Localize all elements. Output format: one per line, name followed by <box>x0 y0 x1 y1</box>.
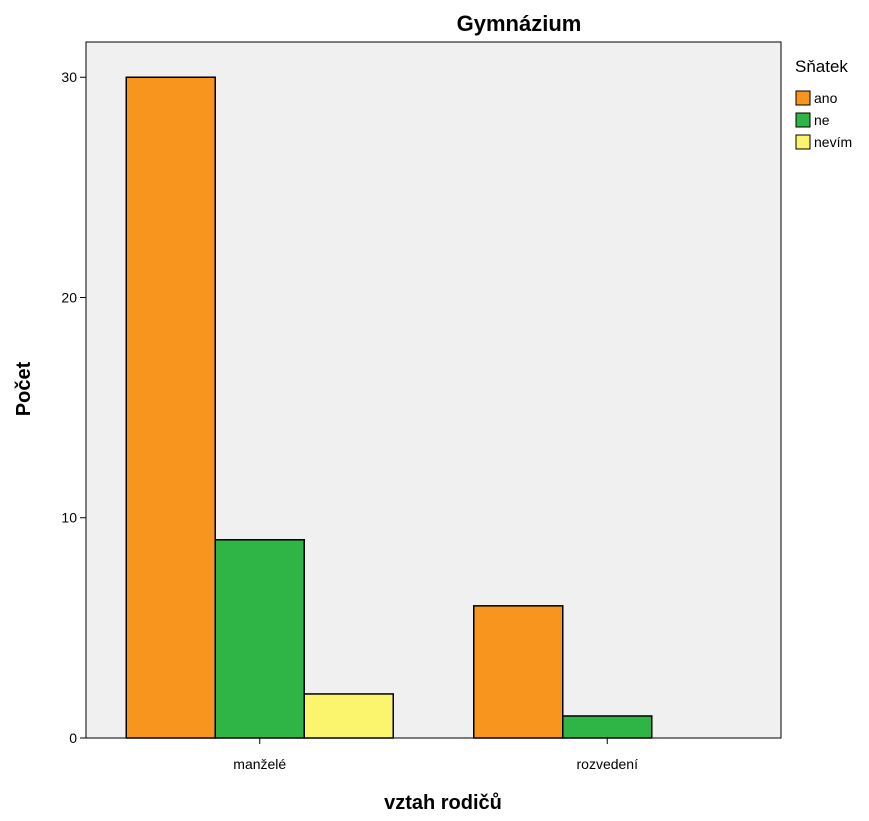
bar-ne-1 <box>214 539 305 739</box>
legend-label-ano: ano <box>814 90 838 106</box>
chart-title: Gymnázium <box>457 11 582 36</box>
y-tick-label: 0 <box>69 730 77 746</box>
y-tick-label: 30 <box>61 69 77 85</box>
bar-ano-1 <box>125 76 216 739</box>
bar-ano-2 <box>473 605 564 739</box>
legend-title: Sňatek <box>795 57 848 76</box>
bar-nevím-1 <box>303 693 394 739</box>
bar-ne-2 <box>562 715 653 739</box>
x-tick-label: rozvedení <box>577 756 639 772</box>
x-axis-label: vztah rodičů <box>384 792 502 814</box>
x-tick-label: manželé <box>233 756 286 772</box>
y-tick-label: 10 <box>61 510 77 526</box>
y-axis-label: Počet <box>13 361 35 416</box>
plot-area: 0 10 20 30 manželé rozvedení <box>61 41 782 772</box>
legend-label-ne: ne <box>814 112 830 128</box>
legend-swatch-nevím <box>795 134 811 150</box>
legend-swatch-ne <box>795 112 811 128</box>
y-tick-label: 20 <box>61 289 77 305</box>
legend: Sňatek ano ne nevím <box>795 57 852 150</box>
legend-swatch-ano <box>795 90 811 106</box>
legend-label-nevím: nevím <box>814 134 852 150</box>
